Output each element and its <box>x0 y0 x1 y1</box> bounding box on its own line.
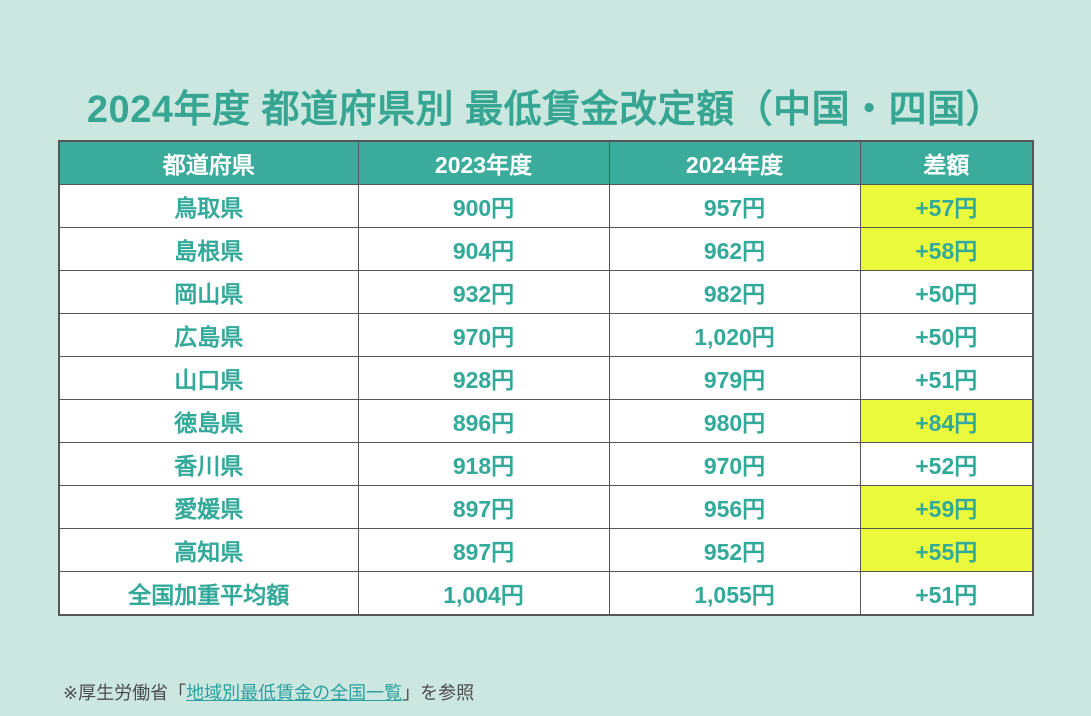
cell-2024-wage: 962円 <box>608 227 861 271</box>
cell-prefecture: 高知県 <box>58 528 359 572</box>
footnote-suffix: 」を参照 <box>402 683 475 703</box>
cell-prefecture: 全国加重平均額 <box>58 571 359 616</box>
cell-2023-wage: 932円 <box>357 270 610 314</box>
cell-prefecture: 愛媛県 <box>58 485 359 529</box>
cell-2024-wage: 970円 <box>608 442 861 486</box>
page-title: 2024年度 都道府県別 最低賃金改定額（中国・四国） <box>86 89 1005 132</box>
header-cell-2023: 2023年度 <box>357 140 610 185</box>
cell-2024-wage: 956円 <box>608 485 861 529</box>
cell-2023-wage: 897円 <box>357 485 610 529</box>
cell-prefecture: 広島県 <box>58 313 359 357</box>
table-row: 高知県 897円 952円 +55円 <box>58 528 1034 572</box>
cell-diff: +52円 <box>859 442 1034 486</box>
cell-prefecture: 香川県 <box>58 442 359 486</box>
table-row: 愛媛県 897円 956円 +59円 <box>58 485 1034 529</box>
cell-2023-wage: 900円 <box>357 184 610 228</box>
cell-diff: +50円 <box>859 313 1034 357</box>
table-row: 香川県 918円 970円 +52円 <box>58 442 1034 486</box>
table-row: 島根県 904円 962円 +58円 <box>58 227 1034 271</box>
table-row: 岡山県 932円 982円 +50円 <box>58 270 1034 314</box>
table-row: 徳島県 896円 980円 +84円 <box>58 399 1034 443</box>
cell-prefecture: 徳島県 <box>58 399 359 443</box>
cell-2024-wage: 952円 <box>608 528 861 572</box>
cell-diff: +58円 <box>859 227 1034 271</box>
header-cell-prefecture: 都道府県 <box>58 140 359 185</box>
cell-2024-wage: 982円 <box>608 270 861 314</box>
cell-2023-wage: 904円 <box>357 227 610 271</box>
minimum-wage-table: 都道府県 2023年度 2024年度 差額 鳥取県 900円 957円 +57円… <box>58 140 1034 616</box>
cell-2023-wage: 896円 <box>357 399 610 443</box>
cell-diff: +51円 <box>859 356 1034 400</box>
cell-prefecture: 島根県 <box>58 227 359 271</box>
cell-2024-wage: 1,020円 <box>608 313 861 357</box>
header-cell-diff: 差額 <box>859 140 1034 185</box>
table-row: 広島県 970円 1,020円 +50円 <box>58 313 1034 357</box>
cell-diff: +57円 <box>859 184 1034 228</box>
table-header-row: 都道府県 2023年度 2024年度 差額 <box>58 140 1034 185</box>
footnote-prefix: ※厚生労働省「 <box>63 683 187 703</box>
cell-2023-wage: 928円 <box>357 356 610 400</box>
footnote-link[interactable]: 地域別最低賃金の全国一覧 <box>186 683 403 703</box>
cell-diff: +84円 <box>859 399 1034 443</box>
cell-2024-wage: 979円 <box>608 356 861 400</box>
cell-prefecture: 岡山県 <box>58 270 359 314</box>
footnote: ※厚生労働省「地域別最低賃金の全国一覧」を参照 <box>63 679 474 705</box>
cell-diff: +50円 <box>859 270 1034 314</box>
cell-diff: +59円 <box>859 485 1034 529</box>
cell-2023-wage: 970円 <box>357 313 610 357</box>
table-row: 鳥取県 900円 957円 +57円 <box>58 184 1034 228</box>
cell-2024-wage: 1,055円 <box>608 571 861 616</box>
header-cell-2024: 2024年度 <box>608 140 861 185</box>
cell-2023-wage: 897円 <box>357 528 610 572</box>
table-row: 山口県 928円 979円 +51円 <box>58 356 1034 400</box>
cell-2023-wage: 1,004円 <box>357 571 610 616</box>
cell-2023-wage: 918円 <box>357 442 610 486</box>
cell-2024-wage: 980円 <box>608 399 861 443</box>
cell-diff: +51円 <box>859 571 1034 616</box>
cell-prefecture: 山口県 <box>58 356 359 400</box>
table-body: 鳥取県 900円 957円 +57円 島根県 904円 962円 +58円 岡山… <box>58 184 1034 616</box>
cell-prefecture: 鳥取県 <box>58 184 359 228</box>
cell-2024-wage: 957円 <box>608 184 861 228</box>
table-row: 全国加重平均額 1,004円 1,055円 +51円 <box>58 571 1034 616</box>
cell-diff: +55円 <box>859 528 1034 572</box>
